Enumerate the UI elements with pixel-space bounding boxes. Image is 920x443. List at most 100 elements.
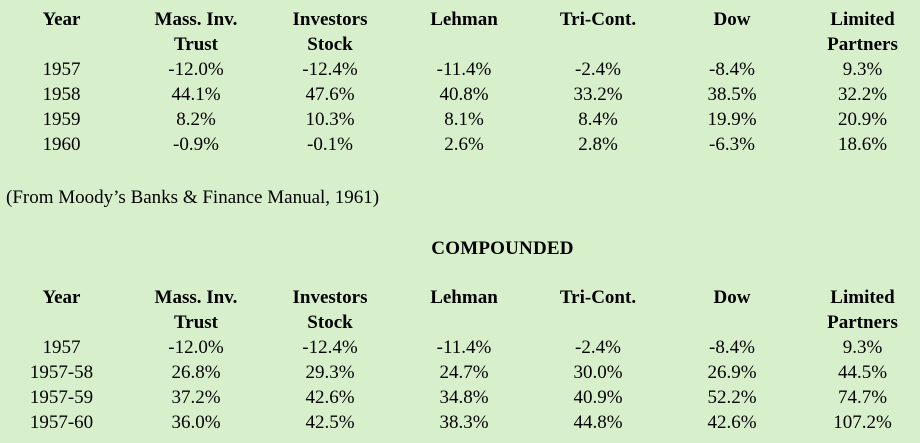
cell-lehman: -11.4% [436,337,492,358]
header-limited-partners: Limited [830,287,895,308]
cell-limited-partners: 107.2% [833,412,892,433]
header-row-2: Trust Stock Partners [0,310,920,335]
cell-tri-cont: -2.4% [575,59,621,80]
cell-lehman: 34.8% [439,387,489,408]
cell-tri-cont: 33.2% [573,84,623,105]
table-row: 1957-59 37.2% 42.6% 34.8% 40.9% 52.2% 74… [0,385,920,410]
cell-investors-stock: -12.4% [302,59,358,80]
cell-limited-partners: 74.7% [837,387,888,408]
cell-dow: 38.5% [707,84,757,105]
header-tri-cont-line2 [537,32,659,57]
cell-year: 1960 [42,134,81,155]
cell-dow: 52.2% [707,387,757,408]
cell-investors-stock: 42.5% [305,412,355,433]
cell-lehman: 38.3% [439,412,489,433]
cell-dow: 42.6% [707,412,757,433]
header-investors-stock-line2: Stock [307,312,353,333]
table-row: 1958 44.1% 47.6% 40.8% 33.2% 38.5% 32.2% [0,82,920,107]
header-limited-partners: Limited [830,9,895,30]
table-row: 1957 -12.0% -12.4% -11.4% -2.4% -8.4% 9.… [0,335,920,360]
annual-table-header: Year Mass. Inv. Investors Lehman Tri-Con… [0,7,920,57]
cell-limited-partners: 20.9% [837,109,888,130]
cell-dow: 19.9% [707,109,757,130]
header-row-1: Year Mass. Inv. Investors Lehman Tri-Con… [0,7,920,32]
cell-limited-partners: 18.6% [837,134,888,155]
cell-tri-cont: 44.8% [573,412,623,433]
cell-dow: -8.4% [709,59,755,80]
table-row: 1957-60 36.0% 42.5% 38.3% 44.8% 42.6% 10… [0,410,920,435]
table-row: 1959 8.2% 10.3% 8.1% 8.4% 19.9% 20.9% [0,107,920,132]
annual-returns-table: Year Mass. Inv. Investors Lehman Tri-Con… [0,7,920,157]
header-investors-stock: Investors [292,287,368,308]
header-limited-partners-line2: Partners [827,34,898,55]
cell-investors-stock: -0.1% [307,134,353,155]
header-mass-inv-trust-line2: Trust [174,34,218,55]
cell-limited-partners: 32.2% [837,84,888,105]
cell-investors-stock: 42.6% [305,387,355,408]
header-dow-line2 [659,310,805,335]
header-investors-stock: Investors [292,9,368,30]
header-lehman: Lehman [430,9,498,30]
cell-year: 1957-58 [29,362,94,383]
cell-lehman: 2.6% [444,134,484,155]
header-lehman-line2 [391,310,537,335]
table-row: 1957-58 26.8% 29.3% 24.7% 30.0% 26.9% 44… [0,360,920,385]
cell-limited-partners: 9.3% [842,337,883,358]
cell-year: 1959 [42,109,81,130]
cell-dow: -6.3% [709,134,755,155]
compounded-title-text: COMPOUNDED [431,238,574,259]
cell-year: 1957 [42,59,81,80]
table-row: 1960 -0.9% -0.1% 2.6% 2.8% -6.3% 18.6% [0,132,920,157]
header-lehman-line2 [391,32,537,57]
header-mass-inv-trust: Mass. Inv. [154,9,238,30]
header-mass-inv-trust-line2: Trust [174,312,218,333]
cell-year: 1957-60 [29,412,94,433]
cell-investors-stock: 29.3% [305,362,355,383]
header-lehman: Lehman [430,287,498,308]
annual-table-body: 1957 -12.0% -12.4% -11.4% -2.4% -8.4% 9.… [0,57,920,157]
cell-lehman: 40.8% [439,84,489,105]
cell-limited-partners: 9.3% [842,59,883,80]
cell-year: 1957-59 [29,387,94,408]
cell-tri-cont: 40.9% [573,387,623,408]
cell-mass-inv-trust: -0.9% [173,134,219,155]
header-row-1: Year Mass. Inv. Investors Lehman Tri-Con… [0,285,920,310]
cell-limited-partners: 44.5% [837,362,888,383]
header-dow: Dow [713,9,751,30]
cell-investors-stock: 10.3% [305,109,355,130]
table-row: 1957 -12.0% -12.4% -11.4% -2.4% -8.4% 9.… [0,57,920,82]
cell-tri-cont: 30.0% [573,362,623,383]
cell-tri-cont: 2.8% [578,134,618,155]
cell-lehman: -11.4% [436,59,492,80]
header-tri-cont: Tri-Cont. [559,9,637,30]
header-tri-cont: Tri-Cont. [559,287,637,308]
cell-year: 1957 [42,337,81,358]
header-year-line2 [0,32,123,57]
cell-mass-inv-trust: -12.0% [168,337,224,358]
header-tri-cont-line2 [537,310,659,335]
cell-mass-inv-trust: 26.8% [171,362,221,383]
header-dow: Dow [713,287,751,308]
cell-dow: -8.4% [709,337,755,358]
cell-dow: 26.9% [707,362,757,383]
cell-lehman: 8.1% [444,109,484,130]
compounded-table-body: 1957 -12.0% -12.4% -11.4% -2.4% -8.4% 9.… [0,335,920,435]
cell-investors-stock: -12.4% [302,337,358,358]
cell-lehman: 24.7% [439,362,489,383]
cell-tri-cont: 8.4% [578,109,618,130]
cell-mass-inv-trust: 37.2% [171,387,221,408]
cell-tri-cont: -2.4% [575,337,621,358]
header-year-line2 [0,310,123,335]
source-citation: (From Moody’s Banks & Finance Manual, 19… [6,187,380,208]
cell-investors-stock: 47.6% [305,84,355,105]
compounded-table-header: Year Mass. Inv. Investors Lehman Tri-Con… [0,285,920,335]
header-limited-partners-line2: Partners [827,312,898,333]
header-year: Year [42,9,81,30]
cell-mass-inv-trust: -12.0% [168,59,224,80]
header-investors-stock-line2: Stock [307,34,353,55]
cell-mass-inv-trust: 36.0% [171,412,221,433]
header-dow-line2 [659,32,805,57]
cell-year: 1958 [42,84,81,105]
header-row-2: Trust Stock Partners [0,32,920,57]
header-year: Year [42,287,81,308]
